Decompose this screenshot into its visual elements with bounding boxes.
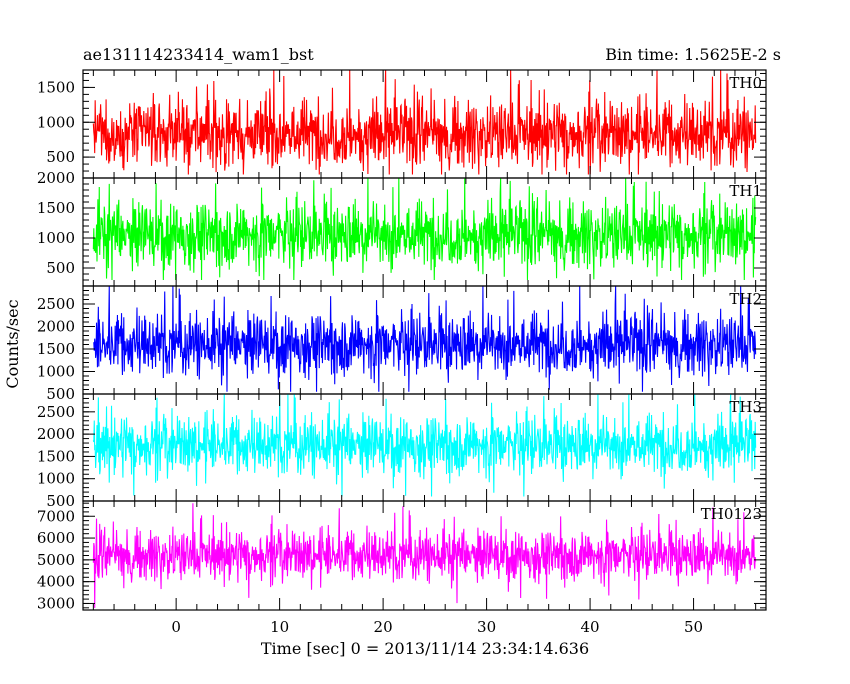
y-tick-label: 1500: [37, 340, 75, 358]
y-tick-label: 3000: [37, 594, 75, 612]
y-tick-label: 1000: [37, 363, 75, 381]
y-tick-label: 2500: [37, 295, 75, 313]
y-tick-label: 2000: [37, 318, 75, 336]
y-tick-label: 500: [46, 148, 75, 166]
y-tick-label: 2500: [37, 403, 75, 421]
y-tick-label: 4000: [37, 573, 75, 591]
panel-th2: 500 1000 1500 2000 2500 TH2: [37, 285, 767, 403]
series-line-th3: [92, 394, 757, 497]
panel-label-th0: TH0: [729, 74, 762, 92]
x-tick-label: 50: [684, 618, 703, 636]
x-tick-label: 20: [374, 618, 393, 636]
panel-label-th3: TH3: [729, 398, 762, 416]
panel-th3: 500 1000 1500 2000 2500 TH3: [37, 393, 767, 510]
series-line-th0123: [92, 503, 757, 608]
panel-label-th2: TH2: [729, 290, 762, 308]
series-line-th1: [92, 178, 757, 281]
panel-th1: 500 1000 1500 2000 TH1: [37, 169, 767, 287]
chart-title: ae131114233414_wam1_bst: [83, 45, 314, 64]
panel-label-th0123: TH0123: [701, 505, 762, 523]
y-tick-label: 1000: [37, 470, 75, 488]
y-tick-label: 5000: [37, 551, 75, 569]
x-tick-label: 10: [270, 618, 289, 636]
y-tick-label: 2000: [37, 169, 75, 187]
y-tick-label: 2000: [37, 425, 75, 443]
x-tick-label: 0: [171, 618, 181, 636]
series-line-th0: [92, 70, 757, 175]
x-tick-label: 40: [581, 618, 600, 636]
bin-time-label: Bin time: 1.5625E-2 s: [605, 45, 781, 64]
panel-th0123: 3000 4000 5000 6000 7000 TH0123: [37, 500, 767, 612]
panel-th0: 500 1000 1500 TH0: [37, 69, 767, 179]
y-tick-label: 500: [46, 492, 75, 510]
x-tick-label: 30: [477, 618, 496, 636]
y-tick-label: 500: [46, 259, 75, 277]
y-tick-label: 1500: [37, 78, 75, 96]
y-tick-label: 500: [46, 385, 75, 403]
series-line-th2: [93, 286, 757, 392]
y-tick-label: 1500: [37, 447, 75, 465]
y-axis-title: Counts/sec: [3, 299, 22, 388]
y-tick-label: 1000: [37, 113, 75, 131]
x-axis-title: Time [sec] 0 = 2013/11/14 23:34:14.636: [261, 639, 589, 658]
panel-label-th1: TH1: [729, 182, 762, 200]
y-tick-label: 7000: [37, 507, 75, 525]
y-tick-label: 1500: [37, 199, 75, 217]
y-tick-label: 6000: [37, 529, 75, 547]
y-tick-label: 1000: [37, 229, 75, 247]
